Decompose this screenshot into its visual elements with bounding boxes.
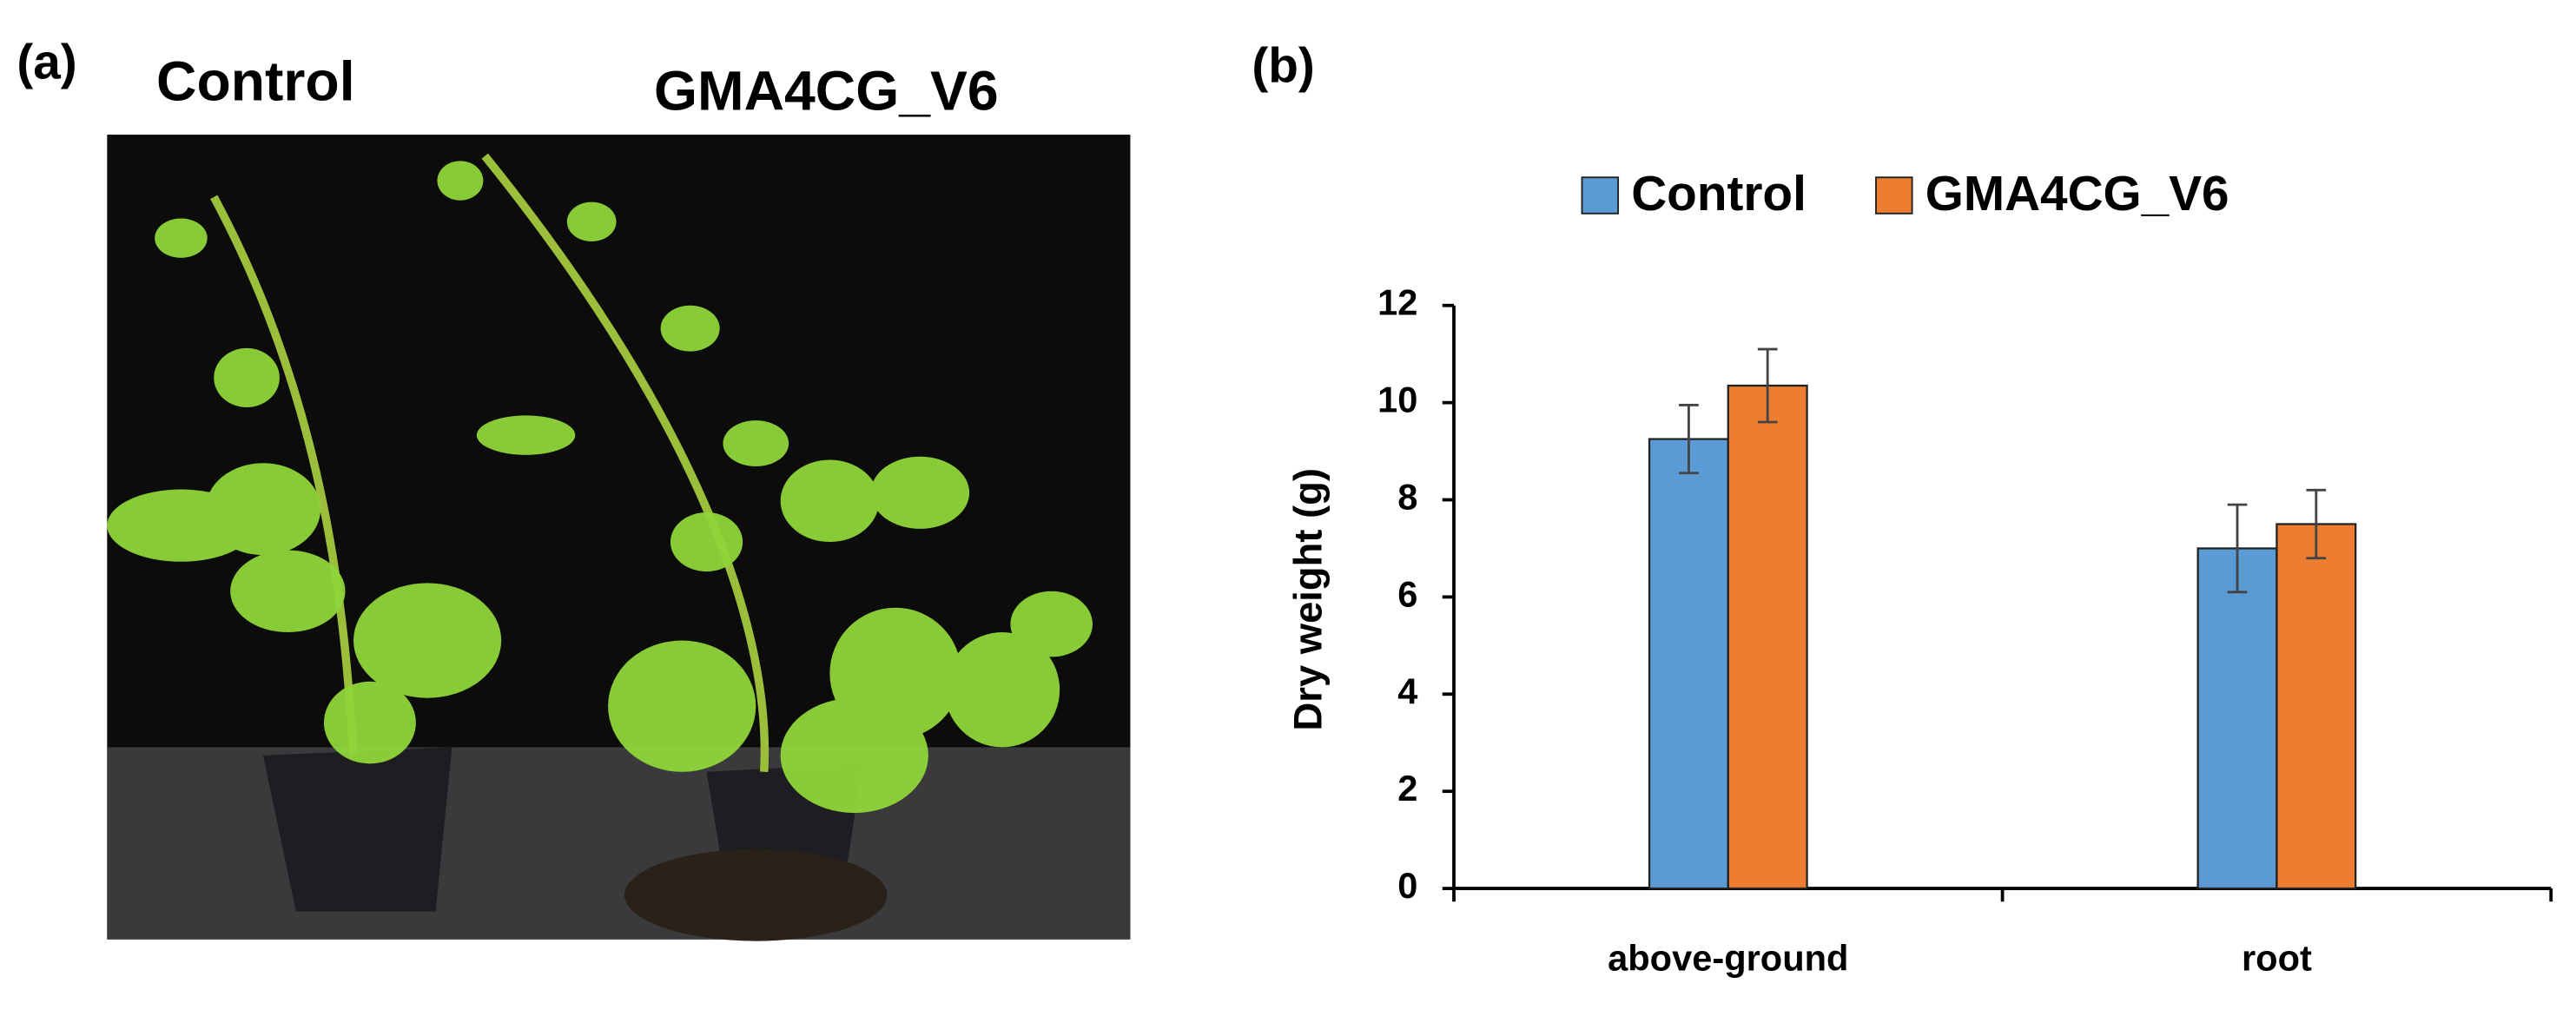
y-tick-label: 8 [1397, 476, 1417, 517]
photo-label: GMA4CG_V6 [654, 60, 999, 122]
x-tick-label: root [2242, 937, 2312, 978]
error-bar [2227, 503, 2248, 594]
legend-swatch [1875, 176, 1913, 215]
bar [1727, 384, 1808, 890]
error-bar [1679, 404, 1699, 475]
y-tick-label: 2 [1397, 768, 1417, 809]
y-tick-label: 12 [1377, 282, 1417, 323]
bar [1648, 438, 1729, 890]
y-tick-label: 10 [1377, 380, 1417, 420]
y-axis-title: Dry weight (g) [1285, 468, 1330, 731]
bar [2275, 523, 2357, 890]
photo-label: Control [156, 50, 355, 112]
panel-label: (b) [1252, 38, 1314, 93]
y-tick-label: 0 [1397, 865, 1417, 906]
error-bar [2306, 488, 2327, 560]
legend-label: GMA4CG_V6 [1925, 167, 2229, 221]
x-tick-label: above-ground [1608, 937, 1848, 978]
legend-swatch [1581, 176, 1620, 215]
panel-label: (a) [17, 36, 76, 90]
legend-label: Control [1631, 167, 1807, 221]
error-bar [1757, 347, 1778, 424]
y-tick-label: 4 [1397, 670, 1417, 711]
bar [2196, 547, 2278, 890]
y-tick-label: 6 [1397, 573, 1417, 614]
plant-photo [107, 135, 1131, 941]
